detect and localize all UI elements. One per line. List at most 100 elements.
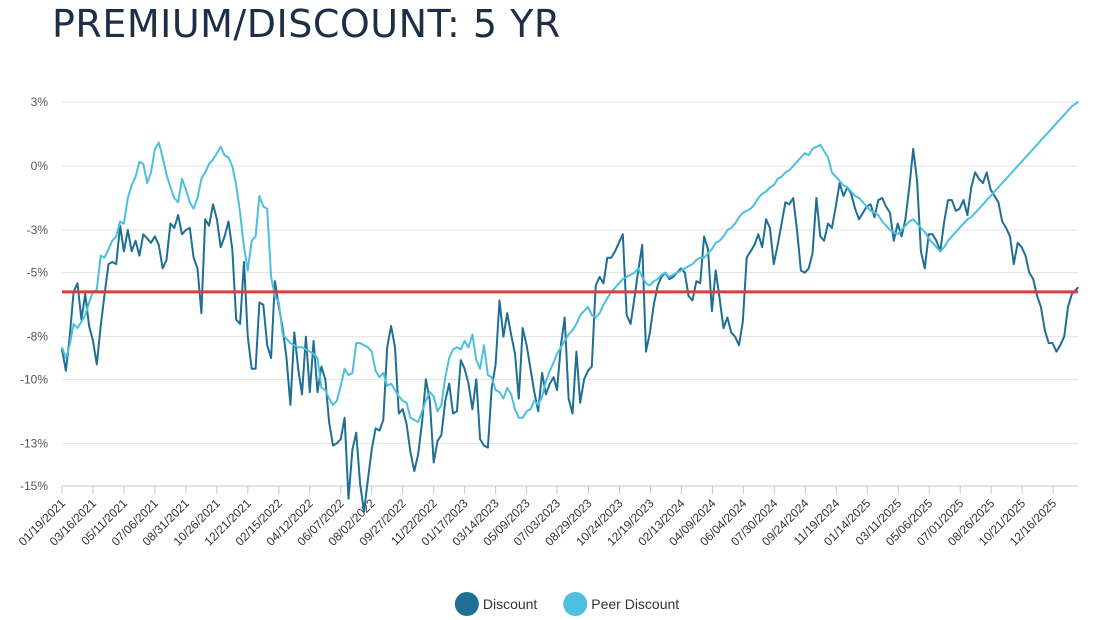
data-point bbox=[594, 284, 597, 287]
data-point bbox=[270, 276, 272, 278]
data-point bbox=[811, 148, 814, 150]
data-point bbox=[955, 231, 957, 233]
data-point bbox=[579, 314, 581, 317]
data-point bbox=[320, 387, 323, 389]
data-point bbox=[908, 186, 911, 189]
data-point bbox=[506, 387, 509, 389]
data-point bbox=[916, 180, 918, 182]
data-point bbox=[467, 346, 470, 349]
data-point bbox=[378, 376, 381, 379]
data-point bbox=[749, 207, 752, 210]
series-line-0 bbox=[61, 147, 1079, 513]
data-point bbox=[336, 399, 338, 402]
data-point bbox=[405, 402, 408, 404]
data-point bbox=[196, 197, 199, 199]
data-point bbox=[448, 382, 451, 385]
data-point bbox=[432, 395, 435, 398]
data-point bbox=[297, 367, 300, 370]
data-point bbox=[421, 421, 423, 423]
data-point bbox=[460, 348, 462, 351]
data-point bbox=[448, 357, 451, 359]
data-point bbox=[111, 261, 114, 263]
data-point bbox=[823, 150, 825, 152]
data-point bbox=[529, 408, 532, 411]
data-point bbox=[320, 365, 323, 368]
data-point bbox=[177, 201, 179, 204]
data-point bbox=[718, 239, 721, 242]
data-point bbox=[417, 453, 420, 455]
data-point bbox=[753, 203, 756, 206]
data-point bbox=[811, 252, 814, 255]
data-point bbox=[250, 367, 253, 370]
data-point bbox=[1044, 135, 1046, 137]
data-point bbox=[800, 269, 802, 272]
data-point bbox=[312, 352, 315, 355]
data-point bbox=[865, 205, 868, 208]
data-point bbox=[409, 416, 412, 419]
data-point bbox=[653, 280, 655, 283]
data-point bbox=[103, 293, 106, 295]
data-point bbox=[649, 284, 651, 287]
data-point bbox=[602, 303, 605, 306]
data-point bbox=[297, 346, 300, 349]
data-point bbox=[359, 342, 361, 344]
data-point bbox=[154, 235, 156, 238]
data-point bbox=[904, 218, 907, 221]
data-point bbox=[351, 372, 354, 374]
data-point bbox=[138, 254, 141, 257]
data-point bbox=[1032, 148, 1034, 150]
data-point bbox=[893, 239, 895, 242]
data-point bbox=[185, 188, 187, 191]
data-point bbox=[935, 239, 938, 242]
data-point bbox=[773, 263, 775, 265]
data-point bbox=[622, 278, 624, 280]
x-axis: 01/19/202103/16/202105/11/202107/06/2021… bbox=[16, 485, 1078, 549]
data-point bbox=[676, 271, 678, 274]
data-point bbox=[556, 389, 558, 391]
data-point bbox=[1055, 122, 1058, 125]
data-point bbox=[130, 250, 133, 253]
data-point bbox=[61, 346, 63, 349]
data-point bbox=[127, 197, 129, 199]
data-point bbox=[734, 335, 736, 338]
data-point bbox=[479, 438, 481, 440]
data-point bbox=[142, 233, 145, 236]
data-point bbox=[533, 399, 536, 402]
data-point bbox=[784, 171, 787, 174]
data-point bbox=[1001, 220, 1003, 223]
data-point bbox=[606, 256, 609, 259]
data-point bbox=[378, 429, 381, 432]
data-point bbox=[440, 434, 443, 436]
data-point bbox=[773, 184, 775, 186]
data-point bbox=[680, 269, 682, 272]
data-point bbox=[68, 344, 71, 347]
data-point bbox=[386, 384, 389, 387]
data-point bbox=[722, 235, 725, 238]
data-point bbox=[893, 231, 895, 233]
data-point bbox=[993, 190, 996, 193]
data-point bbox=[134, 239, 137, 242]
data-point bbox=[1020, 246, 1023, 248]
data-point bbox=[247, 335, 249, 338]
data-point bbox=[1036, 143, 1038, 146]
data-point bbox=[219, 246, 222, 248]
data-point bbox=[498, 391, 501, 393]
data-point bbox=[1055, 350, 1058, 353]
data-point bbox=[243, 246, 245, 248]
data-point bbox=[80, 320, 83, 323]
data-point bbox=[533, 391, 536, 393]
data-point bbox=[413, 470, 416, 472]
data-point bbox=[827, 156, 829, 159]
data-point bbox=[924, 267, 926, 270]
data-point bbox=[266, 207, 269, 210]
data-point bbox=[99, 254, 102, 257]
data-point bbox=[467, 382, 470, 385]
y-tick-label: -3% bbox=[27, 223, 49, 237]
data-point bbox=[429, 391, 431, 393]
data-point bbox=[146, 182, 148, 184]
data-point bbox=[931, 242, 934, 244]
data-point bbox=[460, 359, 462, 361]
data-point bbox=[227, 156, 230, 159]
data-point bbox=[978, 207, 980, 210]
data-point bbox=[390, 325, 392, 327]
